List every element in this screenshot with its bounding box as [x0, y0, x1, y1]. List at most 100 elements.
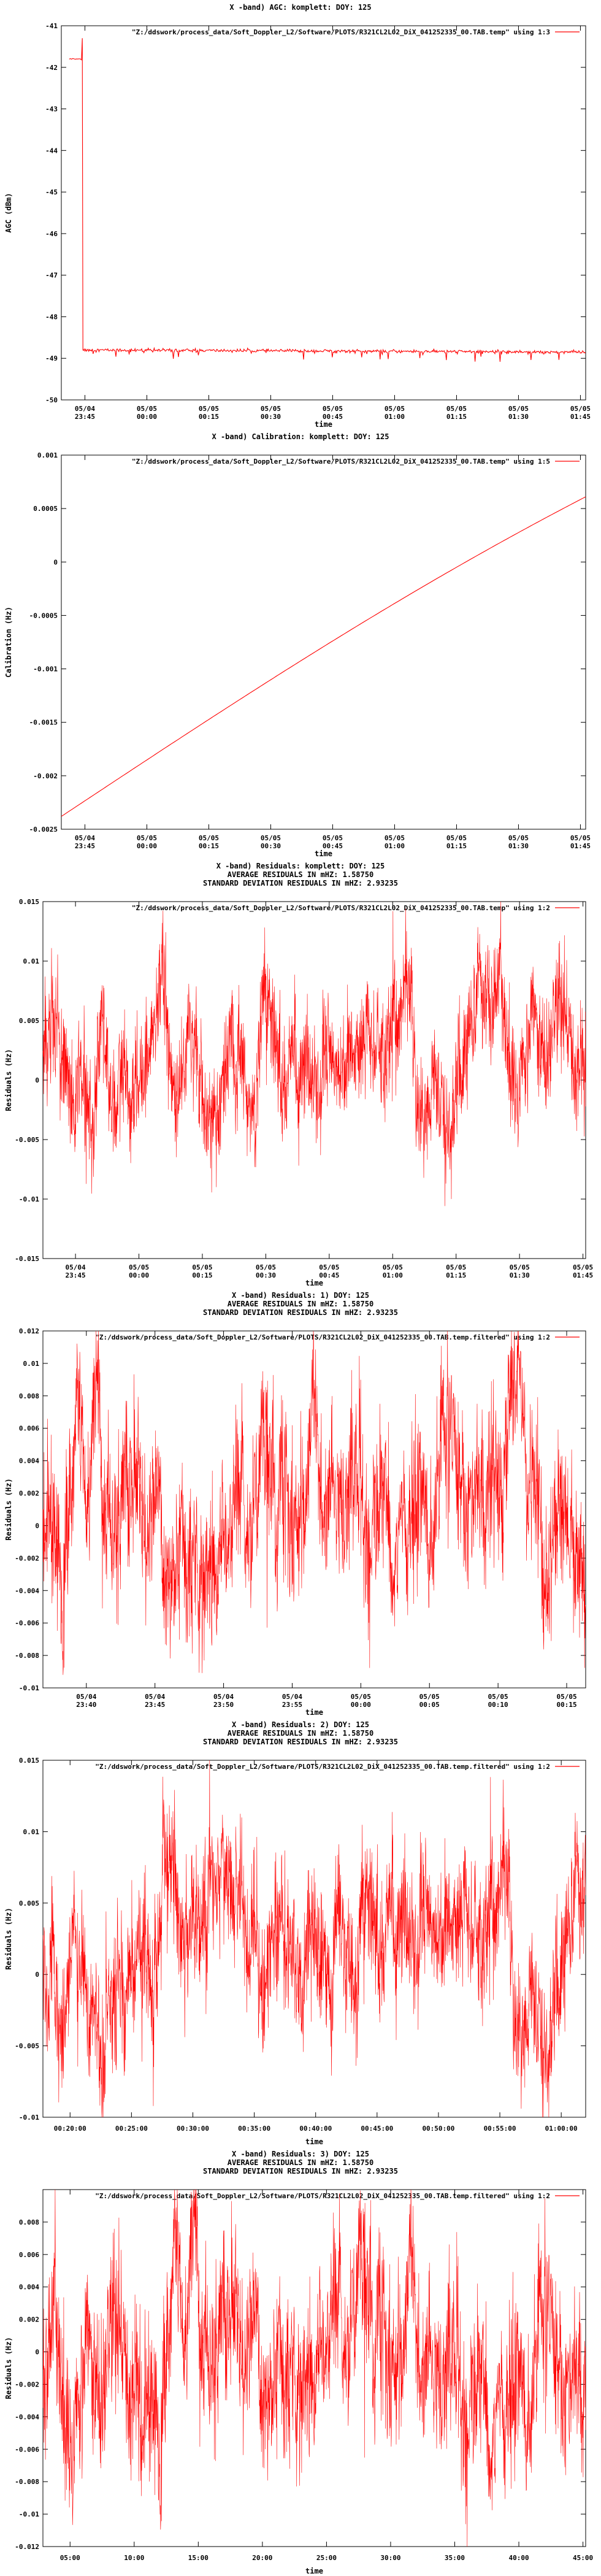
x-tick-date: 05/05	[556, 1693, 576, 1701]
y-tick-label: 0.005	[19, 1899, 39, 1907]
y-tick-label: -50	[45, 396, 58, 404]
x-tick-time: 01:00	[385, 413, 405, 421]
chart-title: X -band) Residuals: 1) DOY: 125	[232, 1291, 369, 1300]
x-tick-date: 05/04	[282, 1693, 302, 1701]
y-tick-label: -0.0005	[29, 611, 58, 619]
plot-frame	[61, 25, 586, 401]
x-tick-time: 00:00	[351, 1701, 371, 1709]
y-tick-label: 0	[35, 2348, 39, 2356]
x-tick-time: 00:30	[256, 1271, 276, 1279]
series-line	[42, 1760, 586, 2118]
chart-subtitle: STANDARD DEVIATION RESIDUALS IN mHZ: 2.9…	[203, 1308, 398, 1317]
x-tick-time: 23:55	[282, 1701, 302, 1709]
x-tick-date: 05/05	[446, 405, 467, 413]
chart-title: X -band) AGC: komplett: DOY: 125	[229, 3, 371, 12]
x-tick-date: 05/05	[261, 834, 281, 842]
y-axis-label: AGC (dBm)	[4, 193, 13, 232]
chart-subtitle: AVERAGE RESIDUALS IN mHZ: 1.58750	[228, 1729, 373, 1738]
y-tick-label: -0.0025	[29, 826, 58, 834]
x-tick-label: 10:00	[124, 2554, 144, 2562]
x-tick-label: 00:40:00	[299, 2125, 332, 2133]
x-tick-date: 05/04	[66, 1263, 86, 1271]
legend-entry: "Z:/ddswork/process_data/Soft_Doppler_L2…	[95, 1333, 550, 1341]
x-tick-time: 01:45	[573, 1271, 593, 1279]
x-tick-time: 00:15	[199, 842, 219, 850]
chart-subtitle: STANDARD DEVIATION RESIDUALS IN mHZ: 2.9…	[203, 1738, 398, 1746]
x-tick-time: 01:30	[508, 413, 529, 421]
chart-panel-1: X -band) AGC: komplett: DOY: 125 -41 -42 -4…	[0, 0, 601, 429]
x-tick-date: 05/05	[319, 1263, 339, 1271]
y-tick-label: -0.015	[15, 1255, 39, 1263]
x-tick-label: 30:00	[380, 2554, 400, 2562]
x-tick-date: 05/05	[570, 405, 591, 413]
legend-entry: "Z:/ddswork/process_data/Soft_Doppler_L2…	[132, 458, 550, 466]
x-tick-label: 45:00	[573, 2554, 593, 2562]
series-line	[42, 1330, 586, 1675]
chart-panel-5: X -band) Residuals: 2) DOY: 125 AVERAGE R…	[0, 1717, 601, 2147]
x-tick-time: 01:45	[570, 842, 591, 850]
x-tick-date: 05/05	[199, 405, 219, 413]
x-tick-time: 23:50	[213, 1701, 234, 1709]
x-tick-date: 05/05	[383, 1263, 403, 1271]
x-tick-time: 00:05	[419, 1701, 440, 1709]
y-axis-label: Residuals (Hz)	[4, 1478, 13, 1540]
x-axis-label: time	[305, 2137, 323, 2146]
chart-panel-3: X -band) Residuals: komplett: DOY: 125 AV…	[0, 859, 601, 1288]
y-tick-label: 0.01	[23, 957, 40, 965]
y-axis-label: Residuals (Hz)	[4, 2337, 13, 2399]
y-tick-label: -49	[45, 355, 58, 362]
x-tick-time: 00:15	[556, 1701, 576, 1709]
x-tick-date: 05/05	[385, 834, 405, 842]
y-tick-label: -0.01	[19, 1684, 39, 1692]
y-tick-label: -0.004	[15, 1587, 39, 1595]
x-tick-date: 05/05	[488, 1693, 508, 1701]
chart-subtitle: AVERAGE RESIDUALS IN mHZ: 1.58750	[228, 2158, 373, 2167]
x-tick-date: 05/05	[129, 1263, 149, 1271]
x-tick-date: 05/05	[508, 405, 529, 413]
chart-subtitle: STANDARD DEVIATION RESIDUALS IN mHZ: 2.9…	[203, 879, 398, 887]
x-tick-date: 05/05	[385, 405, 405, 413]
x-tick-date: 05/05	[137, 405, 157, 413]
y-tick-label: -0.01	[19, 2114, 39, 2122]
x-tick-date: 05/05	[323, 405, 343, 413]
x-tick-time: 01:30	[510, 1271, 530, 1279]
x-tick-date: 05/05	[419, 1693, 440, 1701]
x-tick-label: 20:00	[252, 2554, 272, 2562]
y-tick-label: -45	[45, 188, 58, 196]
x-tick-time: 23:40	[76, 1701, 96, 1709]
y-tick-label: -0.002	[33, 772, 58, 780]
y-tick-label: 0.008	[19, 1392, 39, 1400]
y-tick-label: -0.01	[19, 2510, 39, 2518]
x-tick-time: 23:45	[75, 842, 95, 850]
x-tick-time: 01:30	[508, 842, 529, 850]
x-axis-label: time	[305, 1279, 323, 1287]
y-axis-label: Residuals (Hz)	[4, 1049, 13, 1111]
x-tick-time: 00:10	[488, 1701, 508, 1709]
x-tick-time: 01:00	[383, 1271, 403, 1279]
y-tick-label: -0.0015	[29, 719, 58, 727]
y-tick-label: -46	[45, 230, 58, 238]
y-tick-label: -0.006	[15, 1619, 39, 1627]
x-axis-label: time	[305, 1708, 323, 1717]
x-tick-label: 00:45:00	[361, 2125, 393, 2133]
x-tick-label: 35:00	[445, 2554, 465, 2562]
x-tick-date: 05/04	[75, 405, 95, 413]
chart-subtitle: STANDARD DEVIATION RESIDUALS IN mHZ: 2.9…	[203, 2167, 398, 2175]
x-tick-date: 05/05	[446, 1263, 466, 1271]
series-line	[42, 2189, 586, 2547]
y-tick-label: -41	[45, 22, 58, 30]
x-tick-time: 00:45	[323, 842, 343, 850]
x-tick-time: 01:15	[446, 413, 467, 421]
y-tick-label: 0.002	[19, 1490, 39, 1498]
x-tick-date: 05/05	[261, 405, 281, 413]
plot-frame	[42, 901, 586, 1259]
y-tick-label: 0.0005	[33, 505, 58, 513]
x-tick-time: 01:15	[446, 842, 467, 850]
x-tick-date: 05/05	[137, 834, 157, 842]
y-tick-label: 0.012	[19, 1327, 39, 1335]
y-tick-label: -0.004	[15, 2413, 39, 2421]
chart-subtitle: AVERAGE RESIDUALS IN mHZ: 1.58750	[228, 1300, 373, 1308]
chart-subtitle: AVERAGE RESIDUALS IN mHZ: 1.58750	[228, 870, 373, 879]
x-axis-label: time	[315, 849, 332, 858]
